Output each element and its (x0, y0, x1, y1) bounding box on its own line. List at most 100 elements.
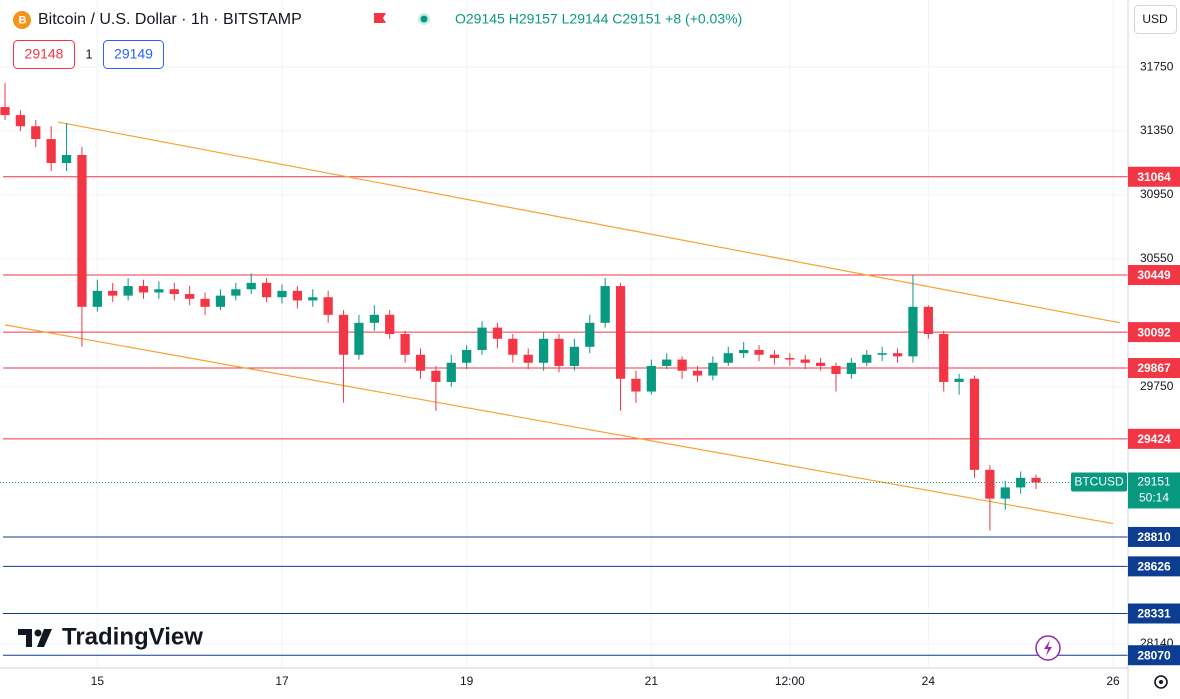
candle-body (415, 354, 426, 371)
spread: 1 (85, 46, 92, 61)
candle-body (492, 327, 503, 339)
level-label-box (1128, 526, 1180, 547)
level-label: 28331 (1137, 607, 1171, 621)
lightning-icon (1044, 640, 1052, 656)
candle-body (231, 289, 241, 296)
candle-body (431, 370, 441, 382)
y-tick-label: 31350 (1140, 123, 1174, 137)
candle-body (862, 354, 872, 363)
candle-body (585, 322, 595, 347)
plot (0, 83, 1128, 656)
candle-body (523, 354, 533, 363)
candle-body (46, 139, 56, 164)
x-tick-label: 17 (275, 674, 289, 688)
settings-icon-center (1159, 680, 1163, 684)
countdown-label: 50:14 (1139, 491, 1169, 505)
candle-body (292, 290, 303, 301)
level-label: 30092 (1137, 325, 1171, 339)
y-tick-label: 30550 (1140, 251, 1174, 265)
candle-body (662, 359, 672, 366)
candle-body (31, 126, 41, 140)
candle-body (939, 334, 949, 382)
candle-body (846, 362, 857, 374)
currency-button[interactable] (1134, 5, 1177, 34)
level-label-box (1128, 556, 1180, 577)
candle-body (369, 314, 379, 323)
candle-body (785, 357, 795, 360)
brand: TradingView (62, 623, 203, 650)
candle-body (892, 353, 903, 357)
x-tick-label: 19 (460, 674, 474, 688)
logo-slash (37, 629, 52, 647)
ask-price: 29149 (114, 46, 153, 62)
candle-body (61, 155, 72, 164)
level-label: 28626 (1137, 560, 1171, 574)
candle-body (138, 286, 149, 293)
candle-body (569, 346, 580, 366)
flag-icon[interactable] (374, 13, 386, 23)
level-label: 29424 (1137, 432, 1171, 446)
candle-body (169, 289, 179, 295)
candle-body (538, 338, 549, 363)
level-label: 31064 (1137, 170, 1171, 184)
candle-body (800, 359, 810, 363)
last-price-box (1128, 472, 1180, 509)
candle-body (769, 354, 780, 358)
ask-box[interactable] (103, 40, 164, 69)
candle-body (1000, 487, 1010, 499)
candle-body (739, 349, 749, 354)
candle-body (708, 362, 718, 376)
candle-body (215, 295, 226, 307)
y-tick-label: 30950 (1140, 187, 1174, 201)
x-tick-label: 26 (1106, 674, 1120, 688)
settings-icon[interactable] (1154, 675, 1168, 689)
trendline (57, 121, 1121, 324)
x-tick-label: 24 (922, 674, 936, 688)
candle-body (354, 322, 364, 355)
tradingview-logo: TradingView (18, 623, 203, 650)
candle-body (954, 378, 964, 382)
candle-body (77, 155, 87, 307)
candle-body (923, 306, 933, 334)
candle-body (400, 334, 410, 355)
x-tick-label: 15 (91, 674, 105, 688)
symbol-box (1071, 472, 1127, 492)
candle-body (0, 107, 10, 116)
ohlc-summary: O29145 H29157 L29144 C29151 +8 (+0.03%) (455, 11, 742, 27)
candle-body (338, 314, 349, 355)
candle-body (831, 365, 841, 374)
candle-body (723, 353, 733, 363)
candle-body (646, 365, 656, 392)
level-label-box (1128, 603, 1180, 624)
y-tick-label: 31750 (1140, 59, 1174, 73)
candle-body (815, 362, 826, 366)
level-label: 28070 (1137, 648, 1171, 662)
candle-body (246, 282, 256, 290)
y-tick-label: 29750 (1140, 379, 1174, 393)
candle-body (969, 378, 980, 470)
grid (0, 0, 1128, 668)
candle-body (323, 297, 333, 315)
candle-body (508, 338, 518, 355)
candle-body (92, 290, 102, 307)
level-label-box (1128, 645, 1180, 666)
candle-body (554, 338, 564, 366)
bitcoin-icon (13, 11, 31, 29)
candle-body (877, 353, 887, 355)
level-label-box (1128, 265, 1180, 286)
candle-body (477, 327, 487, 350)
candle-body (600, 286, 610, 323)
candle-body (462, 349, 472, 363)
bid-box[interactable] (13, 40, 75, 69)
logo-dot (34, 629, 42, 637)
candle-body (15, 115, 26, 127)
candle-body (185, 294, 195, 299)
candle-body (277, 290, 287, 298)
candle-body (308, 297, 318, 301)
candle-body (200, 298, 210, 307)
candle-body (985, 469, 995, 499)
candle-body (123, 286, 133, 296)
currency: USD (1142, 12, 1168, 26)
